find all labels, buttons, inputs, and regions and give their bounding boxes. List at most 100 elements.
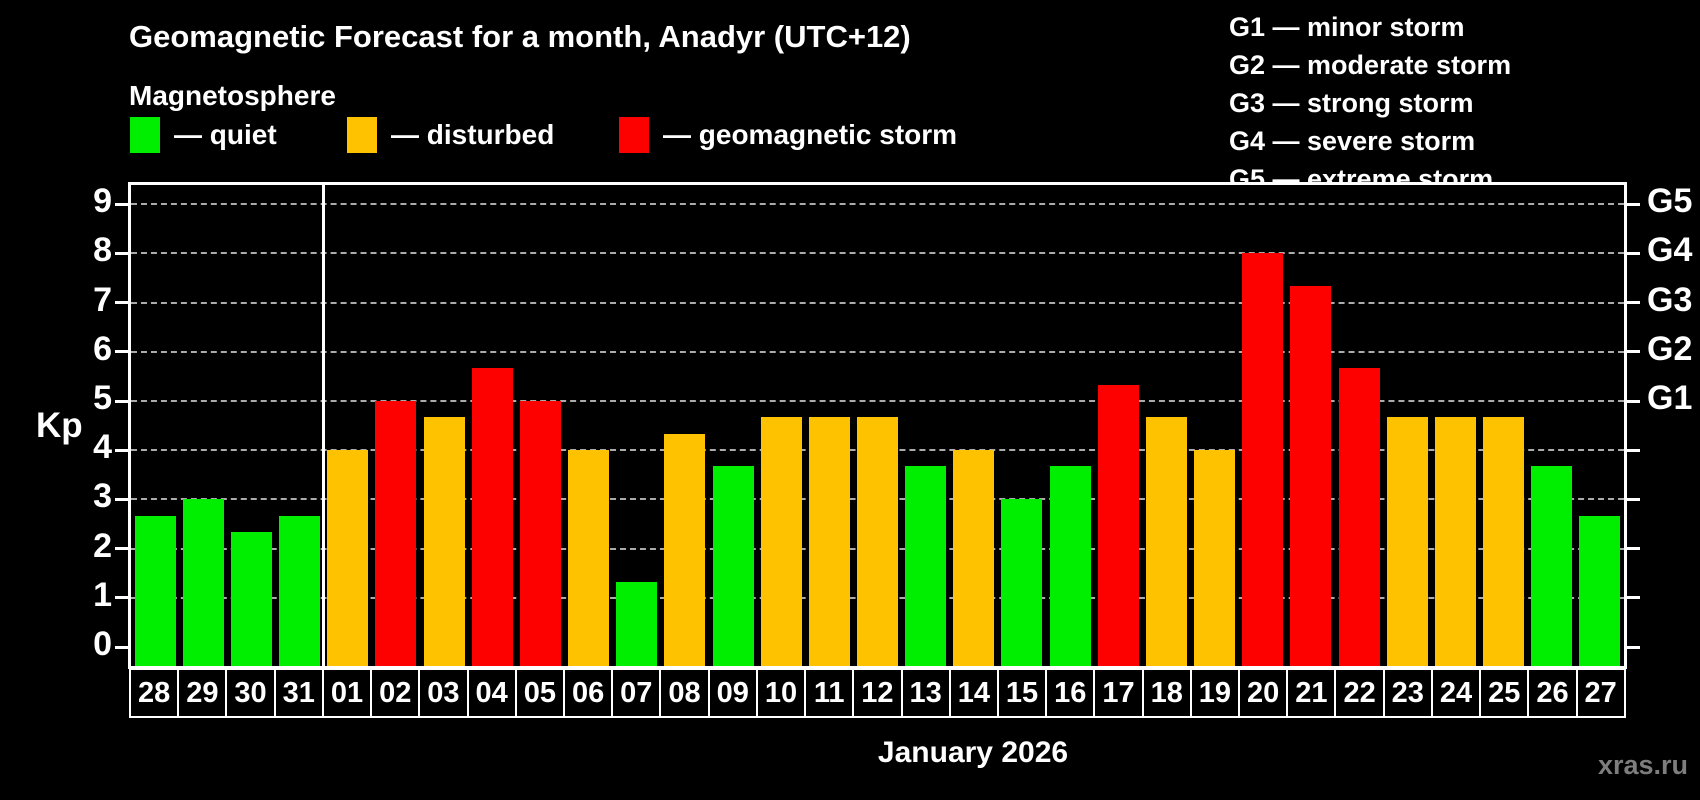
bar-day-07 — [616, 581, 658, 666]
bar-day-29 — [182, 499, 224, 666]
bar-day-17 — [1097, 384, 1139, 666]
bar-day-11 — [808, 417, 850, 666]
chart-title: Geomagnetic Forecast for a month, Anadyr… — [129, 19, 911, 54]
month-label: January 2026 — [877, 736, 1069, 769]
y-axis-tick-7 — [115, 301, 129, 305]
day-label-27: 27 — [1575, 668, 1626, 718]
day-label-12: 12 — [852, 668, 903, 718]
gridline-kp-8 — [131, 252, 1624, 255]
legend-item-disturbed: — disturbed — [347, 116, 554, 154]
bar-day-10 — [760, 417, 802, 666]
y-axis-tick-label-2: 2 — [93, 526, 112, 565]
g-legend-line-g4: G4 — severe storm — [1229, 126, 1476, 156]
legend-swatch-disturbed — [347, 117, 377, 153]
y-axis-tick-0 — [115, 645, 129, 649]
bar-day-21 — [1290, 286, 1332, 666]
right-axis-tick-2 — [1626, 547, 1640, 551]
bar-day-14 — [953, 450, 995, 666]
day-label-29: 29 — [177, 668, 228, 718]
y-axis-tick-label-3: 3 — [93, 477, 112, 516]
bar-day-18 — [1145, 417, 1187, 666]
day-label-17: 17 — [1093, 668, 1144, 718]
day-label-28: 28 — [129, 668, 180, 718]
day-label-15: 15 — [996, 668, 1048, 718]
day-label-18: 18 — [1141, 668, 1192, 718]
right-axis-label-g2: G2 — [1647, 329, 1693, 368]
watermark-xras: xras.ru — [1597, 750, 1688, 780]
day-label-09: 09 — [707, 668, 758, 718]
day-label-25: 25 — [1479, 668, 1530, 718]
legend-label-quiet: — quiet — [174, 119, 277, 150]
gridline-kp-9 — [131, 203, 1624, 206]
right-axis-tick-0 — [1626, 645, 1640, 649]
g-scale-legend: G1 — minor storm G2 — moderate storm G3 — … — [1229, 8, 1511, 198]
g-legend-line-g1: G1 — minor storm — [1229, 12, 1465, 42]
legend-label-disturbed: — disturbed — [391, 119, 555, 150]
day-label-13: 13 — [900, 668, 951, 718]
bar-day-28 — [134, 515, 176, 666]
g-legend-line-g3: G3 — strong storm — [1229, 88, 1474, 118]
right-axis-tick-4 — [1626, 448, 1640, 452]
bar-day-20 — [1242, 253, 1284, 666]
right-axis-label-g5: G5 — [1647, 182, 1693, 221]
bar-day-04 — [471, 368, 513, 666]
plot-area — [128, 182, 1627, 669]
right-axis-tick-5 — [1626, 399, 1640, 403]
bar-day-22 — [1338, 368, 1380, 666]
bar-day-02 — [375, 401, 417, 666]
day-label-04: 04 — [466, 668, 517, 718]
y-axis-tick-label-7: 7 — [93, 280, 112, 319]
legend-item-quiet: — quiet — [130, 116, 277, 154]
y-axis-tick-2 — [115, 547, 129, 551]
right-axis-tick-8 — [1626, 251, 1640, 255]
y-axis-tick-8 — [115, 251, 129, 255]
bar-day-12 — [857, 417, 898, 666]
bar-day-06 — [568, 450, 610, 666]
gridline-kp-5 — [131, 400, 1624, 403]
day-label-26: 26 — [1527, 668, 1578, 718]
g-legend-line-g2: G2 — moderate storm — [1229, 50, 1512, 80]
day-label-03: 03 — [418, 668, 469, 718]
day-label-21: 21 — [1286, 668, 1337, 718]
bar-day-16 — [1049, 466, 1091, 666]
day-label-11: 11 — [804, 668, 855, 718]
y-axis-tick-3 — [115, 497, 129, 501]
day-label-19: 19 — [1189, 668, 1241, 718]
bar-day-30 — [230, 532, 272, 666]
day-label-10: 10 — [755, 668, 807, 718]
bar-day-08 — [664, 433, 706, 666]
right-axis-label-g3: G3 — [1647, 280, 1693, 319]
day-label-20: 20 — [1238, 668, 1289, 718]
day-label-31: 31 — [273, 668, 324, 718]
legend-swatch-quiet — [130, 117, 160, 153]
month-separator-line — [322, 185, 326, 666]
bar-day-03 — [423, 417, 465, 666]
bar-day-27 — [1579, 515, 1621, 666]
gridline-kp-6 — [131, 350, 1624, 353]
y-axis-tick-label-4: 4 — [93, 428, 112, 467]
day-label-02: 02 — [370, 668, 421, 718]
bar-day-31 — [279, 515, 321, 666]
bar-day-24 — [1434, 417, 1476, 666]
y-axis-tick-label-5: 5 — [93, 379, 112, 418]
y-axis-label: Kp — [36, 406, 83, 445]
day-label-06: 06 — [562, 668, 614, 718]
right-axis-label-g1: G1 — [1647, 379, 1693, 418]
y-axis-tick-label-1: 1 — [93, 575, 112, 614]
y-axis-tick-6 — [115, 350, 129, 354]
right-axis-tick-7 — [1626, 301, 1640, 305]
legend-swatch-storm — [619, 117, 649, 153]
right-axis-label-g4: G4 — [1647, 231, 1693, 270]
y-axis-tick-5 — [115, 399, 129, 403]
bar-day-25 — [1483, 417, 1525, 666]
bar-day-01 — [327, 450, 369, 666]
y-axis-tick-label-0: 0 — [93, 625, 112, 664]
legend-label-storm: — geomagnetic storm — [663, 119, 958, 150]
right-axis-tick-3 — [1626, 497, 1640, 501]
y-axis-tick-label-8: 8 — [93, 231, 112, 270]
day-label-30: 30 — [225, 668, 276, 718]
day-label-08: 08 — [659, 668, 710, 718]
bar-day-23 — [1386, 417, 1428, 666]
bar-day-09 — [712, 466, 754, 666]
